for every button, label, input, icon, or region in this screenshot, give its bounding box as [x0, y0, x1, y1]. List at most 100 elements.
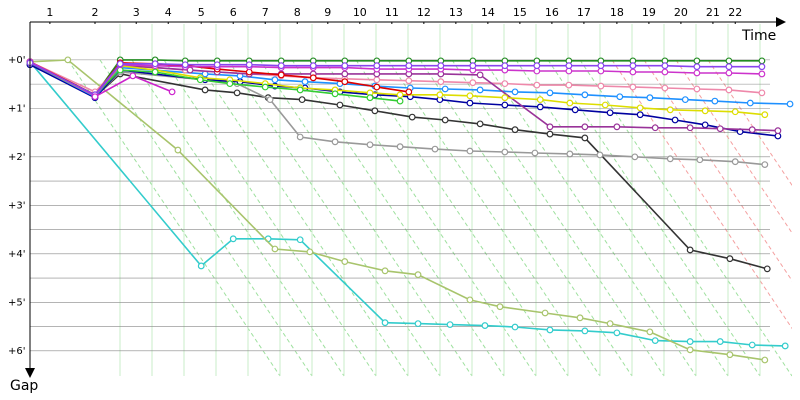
point: [606, 109, 614, 117]
point: [233, 89, 241, 97]
point: [298, 96, 306, 104]
y-tick-label: +6': [8, 346, 26, 357]
x-tick-label: 2: [91, 6, 98, 19]
point: [616, 93, 624, 101]
point: [758, 89, 766, 97]
point: [229, 235, 237, 243]
lap-diagonal: [195, 59, 409, 377]
x-tick-label: 18: [610, 6, 624, 19]
point: [681, 96, 689, 104]
point: [686, 124, 694, 132]
point: [596, 151, 604, 159]
point: [746, 99, 754, 107]
point: [761, 161, 769, 169]
point: [566, 150, 574, 158]
point: [686, 338, 694, 345]
point: [501, 101, 509, 109]
point: [758, 63, 766, 71]
point: [331, 138, 339, 146]
point: [396, 91, 404, 99]
point: [646, 328, 654, 336]
x-axis-arrow: [776, 17, 786, 27]
point: [661, 84, 669, 92]
point: [533, 62, 541, 70]
x-tick-label: 17: [577, 6, 591, 19]
point: [381, 319, 389, 327]
point: [501, 62, 509, 70]
point: [271, 245, 279, 253]
point: [466, 296, 474, 304]
point: [666, 155, 674, 163]
point: [536, 103, 544, 111]
lap-diagonal: [131, 59, 345, 377]
point: [725, 69, 733, 77]
point: [511, 126, 519, 134]
point: [381, 267, 389, 275]
point: [371, 107, 379, 115]
y-axis-label: Gap: [10, 378, 38, 394]
point: [716, 338, 724, 345]
point: [466, 147, 474, 155]
series-line: [29, 62, 765, 116]
point: [576, 314, 584, 322]
y-tick-label: +0': [8, 55, 26, 66]
x-tick-label: 1: [46, 6, 53, 19]
lap-diagonal: [291, 59, 505, 377]
x-tick-label: 13: [449, 6, 463, 19]
lap-diagonal: [515, 59, 729, 377]
y-tick-label: +2': [8, 152, 26, 163]
point: [437, 78, 445, 86]
lap-diagonal: [611, 59, 792, 330]
point: [646, 94, 654, 102]
point: [501, 80, 509, 88]
point: [336, 101, 344, 109]
y-axis-arrow: [25, 368, 35, 378]
point: [466, 99, 474, 107]
point: [581, 91, 589, 99]
point: [296, 133, 304, 141]
point: [196, 76, 204, 84]
point: [581, 134, 589, 142]
point: [606, 320, 614, 328]
point: [763, 265, 771, 273]
lap-diagonal: [163, 59, 377, 377]
point: [693, 69, 701, 77]
point: [64, 56, 72, 64]
point: [373, 76, 381, 84]
point: [748, 126, 756, 134]
point: [565, 81, 573, 89]
point: [341, 258, 349, 265]
point: [373, 62, 381, 70]
x-tick-label: 16: [545, 6, 559, 19]
point: [373, 83, 381, 91]
point: [661, 68, 669, 76]
point: [601, 101, 609, 109]
y-tick-label: +4': [8, 249, 26, 260]
point: [533, 81, 541, 89]
point: [151, 68, 159, 76]
point: [405, 88, 413, 96]
y-tick-label: +3': [8, 200, 26, 211]
point: [631, 153, 639, 161]
point: [405, 77, 413, 85]
x-tick-label: 19: [642, 6, 656, 19]
point: [366, 141, 374, 149]
point: [571, 106, 579, 114]
lap-diagonal: [643, 59, 792, 282]
point: [686, 346, 694, 354]
lap-diagonal: [419, 59, 633, 377]
point: [629, 83, 637, 91]
point: [693, 57, 701, 65]
lap-diagonal: [67, 59, 281, 377]
point: [725, 63, 733, 71]
point: [341, 78, 349, 86]
point: [613, 123, 621, 131]
point: [151, 60, 159, 68]
point: [629, 62, 637, 70]
x-tick-label: 8: [294, 6, 301, 19]
point: [613, 329, 621, 337]
point: [396, 143, 404, 151]
point: [701, 107, 709, 115]
point: [671, 116, 679, 124]
point: [581, 123, 589, 131]
